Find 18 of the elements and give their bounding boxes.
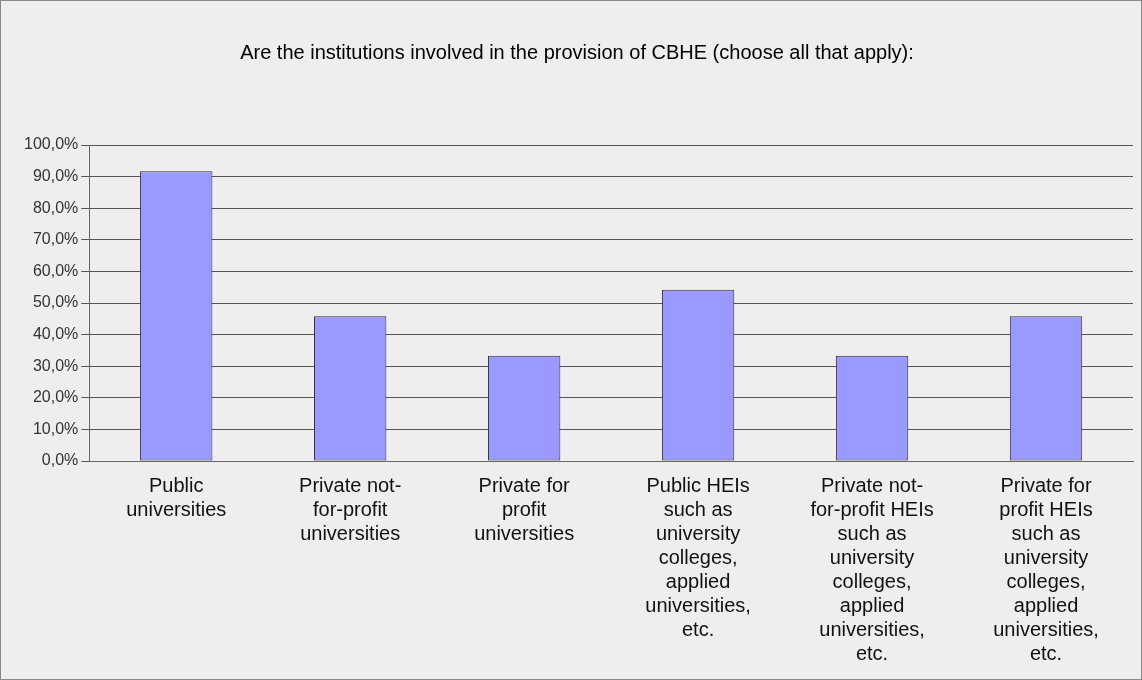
x-tick-label: Private not-for-profit HEIs such as university colleges, applied universities, etc. [810,473,934,664]
x-tick-label: Public universities [126,473,227,520]
y-tick-label: 60,0% [32,261,79,279]
y-tick-label: 10,0% [32,419,79,437]
y-tick-label: 80,0% [32,198,79,216]
y-tick-label: 40,0% [32,325,79,343]
y-tick-label: 20,0% [32,388,79,406]
x-tick-label: Private not-for-profit universities [299,473,402,544]
y-tick-label: 70,0% [32,230,79,248]
y-tick-label: 50,0% [32,293,79,311]
x-tick-label: Private for profit universities [474,473,575,544]
y-tick-label: 100,0% [24,135,79,153]
x-tick-label: Public HEIs such as university colleges, applied universities, etc. [645,473,751,640]
x-tick-label: Private for profit HEIs such as university colleges, applied universities, etc. [993,473,1099,664]
y-tick-label: 90,0% [32,167,79,185]
chart-title: Are the institutions involved in the provision of CBHE (choose all that apply): [240,40,914,63]
y-tick-label: 30,0% [32,356,79,374]
y-tick-label: 0,0% [41,451,79,469]
